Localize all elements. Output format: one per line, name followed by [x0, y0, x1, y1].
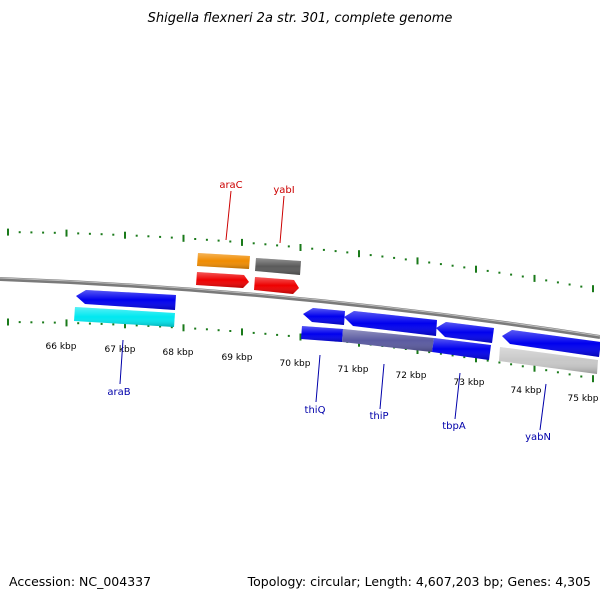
accession-text: Accession: NC_004337 [9, 574, 151, 589]
cds-feature-arac[interactable] [196, 272, 249, 288]
kbp-label: 73 kbp [454, 378, 485, 388]
gene-feature-yabn[interactable] [499, 347, 598, 374]
genome-title: Shigella flexneri 2a str. 301, complete … [148, 11, 453, 26]
genome-summary-text: Topology: circular; Length: 4,607,203 bp… [247, 574, 591, 589]
gene-label-yabi[interactable]: yabI [273, 185, 294, 196]
genome-backbone [0, 277, 600, 339]
kbp-label: 69 kbp [222, 353, 253, 363]
gene-label-thip[interactable]: thiP [369, 411, 388, 422]
cds-feature-arab[interactable] [76, 290, 176, 310]
kbp-label: 74 kbp [511, 386, 542, 396]
top-tick-row [7, 228, 594, 293]
gene-label-thiq[interactable]: thiQ [305, 405, 326, 416]
kbp-label: 68 kbp [163, 348, 194, 358]
kbp-label: 70 kbp [280, 359, 311, 369]
kbp-scale: 66 kbp 67 kbp 68 kbp 69 kbp 70 kbp 71 kb… [46, 342, 599, 404]
cds-feature-thip[interactable] [344, 311, 437, 336]
gene-label-yabn[interactable]: yabN [525, 432, 551, 443]
gene-labels: araC yabI araB thiQ thiP tbpA yabN [107, 180, 551, 443]
gene-track-thiq[interactable] [301, 326, 343, 342]
cds-feature-tbpa[interactable] [436, 322, 494, 343]
cds-feature-yabi[interactable] [254, 277, 299, 294]
cds-feature-thiq[interactable] [303, 308, 345, 325]
kbp-label: 66 kbp [46, 342, 77, 352]
forward-strand [196, 253, 301, 294]
cds-feature-yabn[interactable] [502, 330, 600, 357]
genome-backbone-highlight [0, 277, 600, 337]
gene-label-arab[interactable]: araB [107, 387, 130, 398]
gene-label-tbpa[interactable]: tbpA [442, 421, 466, 432]
gene-track-thip[interactable] [342, 329, 434, 352]
label-leaders [119, 190, 547, 431]
kbp-label: 75 kbp [568, 394, 599, 404]
kbp-label: 67 kbp [105, 345, 136, 355]
gene-label-arac[interactable]: araC [219, 180, 242, 191]
kbp-label: 71 kbp [338, 365, 369, 375]
reverse-strand [74, 290, 600, 374]
gene-track-tbpa[interactable] [432, 338, 491, 360]
gene-feature-yabi[interactable] [255, 258, 301, 275]
kbp-label: 72 kbp [396, 371, 427, 381]
gene-feature-arab[interactable] [74, 307, 175, 327]
gene-feature-arac[interactable] [197, 253, 250, 269]
